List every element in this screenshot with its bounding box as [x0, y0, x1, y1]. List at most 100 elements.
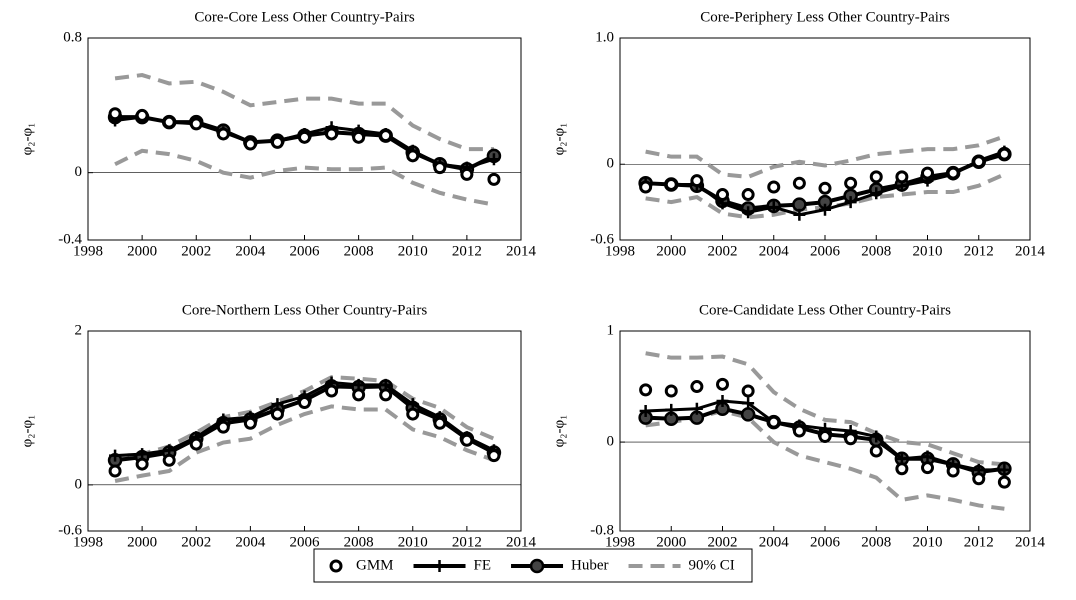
marker — [997, 147, 1011, 161]
x-tick-label: 2006 — [290, 243, 321, 259]
marker — [216, 127, 230, 141]
y-tick-label: 0 — [607, 156, 615, 172]
x-tick-label: 2010 — [398, 534, 428, 550]
marker — [109, 449, 122, 462]
marker — [895, 170, 909, 184]
marker — [767, 415, 781, 429]
marker — [844, 176, 858, 190]
y-tick-label: -0.4 — [58, 231, 82, 247]
marker — [895, 462, 909, 476]
x-tick-label: 2008 — [344, 243, 374, 259]
marker — [716, 188, 729, 202]
x-tick-label: 2000 — [127, 534, 157, 550]
marker — [921, 461, 934, 475]
marker — [921, 166, 934, 180]
x-tick-label: 2012 — [452, 243, 482, 259]
marker — [433, 416, 447, 430]
x-tick-label: 2008 — [344, 534, 374, 550]
x-tick-label: 2012 — [964, 243, 994, 259]
marker — [869, 170, 883, 184]
marker — [844, 196, 857, 209]
legend-marker — [433, 560, 446, 572]
marker — [972, 155, 986, 169]
plot-frame — [87, 330, 522, 532]
x-tick-label: 2014 — [1015, 534, 1046, 550]
marker — [767, 180, 781, 194]
marker — [487, 449, 501, 463]
marker — [819, 203, 831, 216]
marker — [135, 108, 149, 122]
marker — [325, 384, 339, 398]
panel-title: Core-Candidate Less Other Country-Pairs — [699, 302, 951, 318]
legend: GMM FE Huber 90% CI — [313, 548, 753, 583]
ci-line — [645, 134, 1006, 179]
marker — [690, 402, 703, 415]
x-tick-label: 2004 — [759, 243, 790, 259]
marker — [216, 420, 230, 434]
marker — [690, 174, 704, 188]
y-tick-label: 0 — [607, 434, 615, 450]
y-tick-label: -0.6 — [58, 522, 82, 538]
x-tick-label: 2002 — [181, 243, 211, 259]
marker — [108, 464, 122, 478]
ci-line — [114, 148, 495, 207]
marker — [352, 130, 366, 144]
marker — [352, 388, 366, 402]
marker — [665, 403, 678, 416]
x-tick-label: 2002 — [708, 534, 738, 550]
x-tick-label: 2010 — [398, 243, 428, 259]
marker — [997, 475, 1011, 489]
x-tick-label: 2008 — [861, 243, 891, 259]
ci-line — [645, 351, 1005, 467]
x-tick-label: 2004 — [235, 534, 266, 550]
y-tick-label: -0.8 — [590, 522, 614, 538]
x-tick-label: 1998 — [73, 534, 103, 550]
marker — [818, 430, 832, 444]
x-tick-label: 2000 — [656, 534, 686, 550]
y-axis-label: φ₂-φ₁ — [19, 123, 35, 156]
marker — [639, 405, 652, 417]
marker — [487, 153, 500, 166]
marker — [793, 208, 806, 221]
panel-title: Core-Core Less Other Country-Pairs — [194, 9, 415, 25]
marker — [742, 206, 755, 219]
x-tick-label: 2014 — [1015, 243, 1046, 259]
marker — [741, 384, 755, 398]
marker — [639, 383, 653, 397]
marker — [433, 161, 447, 175]
x-tick-label: 2006 — [290, 534, 321, 550]
x-tick-label: 2004 — [759, 534, 790, 550]
x-tick-label: 2000 — [127, 243, 157, 259]
legend-marker — [529, 558, 545, 574]
marker — [716, 395, 729, 407]
x-tick-label: 2006 — [810, 243, 841, 259]
ci-line — [114, 72, 494, 152]
marker — [767, 201, 780, 214]
x-tick-label: 2004 — [235, 243, 266, 259]
marker — [270, 135, 284, 149]
marker — [189, 437, 203, 451]
marker — [189, 117, 203, 131]
y-axis-label: φ₂-φ₁ — [19, 415, 35, 448]
x-tick-label: 2014 — [506, 534, 537, 550]
x-tick-label: 1998 — [605, 243, 635, 259]
marker — [740, 407, 756, 422]
x-tick-label: 2010 — [913, 243, 943, 259]
marker — [487, 172, 501, 186]
x-tick-label: 2002 — [181, 534, 211, 550]
x-tick-label: 2012 — [964, 534, 994, 550]
marker — [946, 166, 960, 180]
marker — [162, 115, 176, 129]
marker — [379, 388, 393, 402]
marker — [639, 180, 653, 194]
marker — [406, 149, 420, 163]
marker — [818, 181, 832, 195]
marker — [135, 457, 149, 471]
marker — [162, 453, 176, 467]
x-tick-label: 2010 — [913, 534, 943, 550]
ci-line — [114, 404, 495, 483]
marker — [379, 129, 393, 143]
marker — [844, 432, 858, 446]
panel-title: Core-Northern Less Other Country-Pairs — [182, 302, 428, 318]
